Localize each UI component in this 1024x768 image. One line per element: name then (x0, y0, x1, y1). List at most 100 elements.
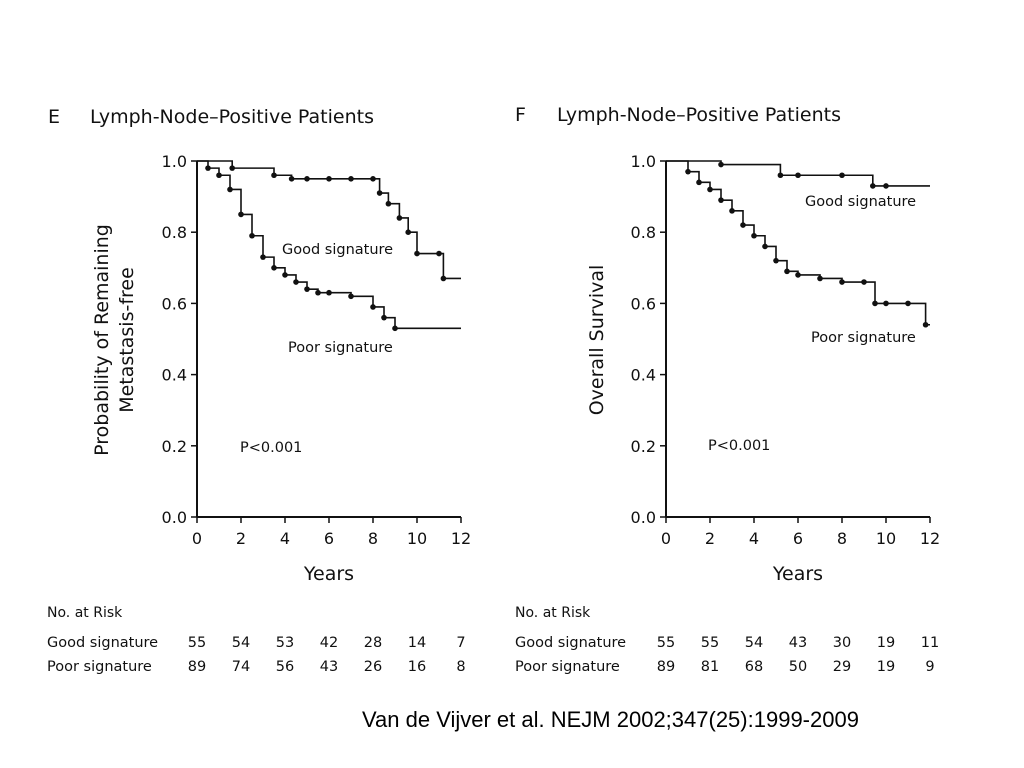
censor-point (293, 279, 299, 285)
censor-point (729, 208, 735, 214)
risk-value: 11 (921, 635, 939, 651)
series-label: Good signature (282, 242, 393, 258)
risk-value: 30 (833, 635, 851, 651)
y-tick-label: 0.2 (631, 437, 656, 456)
censor-point (883, 300, 889, 307)
y-tick-label: 0.0 (162, 508, 187, 527)
censor-point (883, 183, 889, 189)
censor-point (370, 304, 376, 310)
censor-point (839, 279, 845, 285)
risk-value: 56 (276, 659, 294, 675)
risk-value: 28 (364, 635, 382, 651)
y-tick-label: 1.0 (631, 152, 656, 171)
censor-point (436, 250, 442, 257)
risk-value: 89 (657, 659, 675, 675)
censor-point (227, 186, 233, 193)
x-axis-title: Years (772, 563, 823, 585)
censor-point (385, 200, 392, 207)
risk-value: 53 (276, 635, 294, 651)
risk-value: 19 (877, 635, 895, 651)
risk-value: 55 (701, 635, 719, 651)
panel-title: Lymph-Node–Positive Patients (90, 106, 374, 128)
p-value: P<0.001 (708, 438, 770, 454)
x-tick-label: 0 (192, 529, 202, 548)
risk-row-label: Poor signature (47, 659, 152, 675)
risk-value: 74 (232, 659, 250, 675)
censor-point (238, 211, 244, 218)
risk-value: 8 (456, 659, 465, 675)
censor-point (288, 176, 295, 182)
y-tick-label: 1.0 (162, 152, 187, 171)
censor-point (205, 165, 211, 171)
risk-value: 7 (456, 635, 465, 651)
censor-point (773, 257, 779, 264)
risk-value: 50 (789, 659, 807, 675)
censor-point (740, 222, 746, 228)
x-tick-label: 6 (793, 529, 803, 548)
censor-point (326, 289, 332, 296)
y-tick-label: 0.0 (631, 508, 656, 527)
x-tick-label: 12 (920, 529, 940, 548)
y-tick-label: 0.4 (162, 366, 187, 385)
risk-value: 89 (188, 659, 206, 675)
y-axis-title: Overall Survival (586, 265, 608, 416)
censor-point (405, 229, 412, 235)
y-tick-label: 0.6 (162, 294, 187, 313)
x-axis-title: Years (303, 563, 354, 585)
citation-text: Van de Vijver et al. NEJM 2002;347(25):1… (362, 707, 859, 732)
censor-point (348, 176, 354, 182)
censor-point (271, 172, 277, 179)
x-tick-label: 12 (451, 529, 471, 548)
p-value: P<0.001 (240, 440, 302, 456)
x-tick-label: 0 (661, 529, 671, 548)
risk-value: 55 (188, 635, 206, 651)
censor-point (870, 183, 876, 189)
censor-point (348, 293, 354, 300)
censor-point (751, 232, 757, 239)
censor-point (872, 300, 878, 307)
risk-value: 29 (833, 659, 851, 675)
censor-point (685, 168, 691, 175)
x-tick-label: 8 (368, 529, 378, 548)
risk-table-header: No. at Risk (515, 605, 591, 621)
risk-value: 55 (657, 635, 675, 651)
panel-letter: E (48, 106, 60, 128)
series-label: Poor signature (811, 330, 916, 346)
x-tick-label: 8 (837, 529, 847, 548)
risk-value: 68 (745, 659, 763, 675)
x-tick-label: 4 (280, 529, 290, 548)
censor-point (696, 179, 702, 186)
censor-point (861, 279, 867, 285)
censor-point (707, 186, 713, 193)
risk-value: 42 (320, 635, 338, 651)
censor-point (304, 286, 310, 292)
risk-row-label: Poor signature (515, 659, 620, 675)
chart-panel-e: E Lymph-Node–Positive Patients 0.0 0.2 0.4 0.… (47, 106, 471, 675)
panel-letter: F (515, 104, 526, 126)
x-tick-label: 2 (705, 529, 715, 548)
risk-value: 14 (408, 635, 426, 651)
censor-point (376, 190, 383, 196)
censor-point (271, 265, 277, 271)
censor-point (326, 176, 332, 182)
censor-point (922, 321, 929, 328)
x-tick-label: 2 (236, 529, 246, 548)
x-tick-label: 6 (324, 529, 334, 548)
risk-row-label: Good signature (515, 635, 626, 651)
censor-point (381, 314, 387, 321)
y-tick-label: 0.8 (162, 223, 187, 242)
risk-value: 81 (701, 659, 719, 675)
censor-point (718, 161, 724, 168)
censor-point (249, 232, 255, 239)
censor-point (817, 275, 823, 282)
risk-table-header: No. at Risk (47, 605, 123, 621)
risk-value: 9 (925, 659, 934, 675)
risk-value: 43 (789, 635, 807, 651)
censor-point (216, 172, 222, 179)
censor-point (839, 172, 845, 179)
risk-value: 54 (745, 635, 763, 651)
censor-point (315, 289, 321, 296)
censor-point (905, 300, 911, 307)
y-tick-label: 0.8 (631, 223, 656, 242)
